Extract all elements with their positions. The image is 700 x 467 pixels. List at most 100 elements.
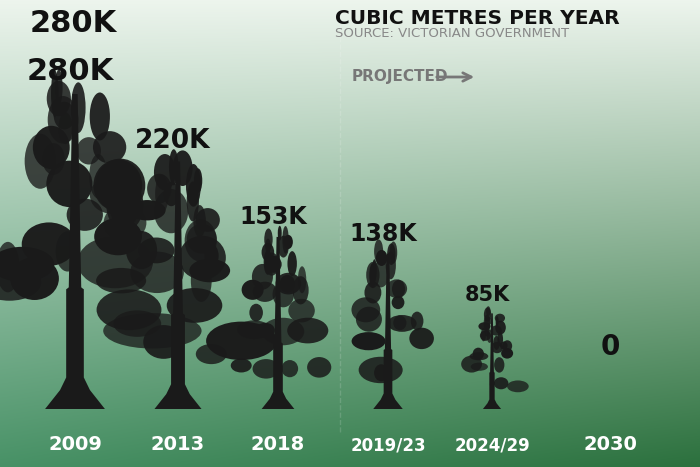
Ellipse shape <box>129 200 166 220</box>
Ellipse shape <box>204 244 218 268</box>
Ellipse shape <box>411 311 424 331</box>
Ellipse shape <box>351 332 386 350</box>
Ellipse shape <box>194 169 202 193</box>
Ellipse shape <box>264 250 272 275</box>
Polygon shape <box>172 162 183 348</box>
Ellipse shape <box>185 219 217 262</box>
Ellipse shape <box>276 273 301 295</box>
Ellipse shape <box>193 205 206 237</box>
Ellipse shape <box>374 364 388 382</box>
Ellipse shape <box>241 280 264 300</box>
Ellipse shape <box>195 208 220 232</box>
Polygon shape <box>274 237 282 367</box>
Text: 0: 0 <box>601 333 620 361</box>
Ellipse shape <box>307 357 331 378</box>
Ellipse shape <box>376 250 387 266</box>
Ellipse shape <box>500 341 507 350</box>
Polygon shape <box>490 313 494 385</box>
Ellipse shape <box>264 228 273 250</box>
Ellipse shape <box>495 320 506 334</box>
Ellipse shape <box>187 224 217 254</box>
Ellipse shape <box>470 352 489 361</box>
Ellipse shape <box>104 204 146 241</box>
Ellipse shape <box>387 243 395 265</box>
Ellipse shape <box>374 240 383 263</box>
Ellipse shape <box>253 282 277 302</box>
Ellipse shape <box>279 275 295 293</box>
Ellipse shape <box>109 178 140 228</box>
Ellipse shape <box>154 189 188 234</box>
Ellipse shape <box>287 318 328 343</box>
Ellipse shape <box>47 81 71 116</box>
Ellipse shape <box>272 282 294 307</box>
Ellipse shape <box>282 226 288 254</box>
Ellipse shape <box>284 235 293 249</box>
Ellipse shape <box>55 69 62 106</box>
Text: 2019/23: 2019/23 <box>350 436 426 454</box>
Ellipse shape <box>147 174 172 204</box>
Text: 2009: 2009 <box>48 436 102 454</box>
Ellipse shape <box>90 177 132 213</box>
Ellipse shape <box>501 348 513 359</box>
Ellipse shape <box>111 185 139 220</box>
Ellipse shape <box>486 330 492 343</box>
Ellipse shape <box>71 82 85 133</box>
Ellipse shape <box>173 150 193 186</box>
Ellipse shape <box>480 331 491 341</box>
Text: 2024/29: 2024/29 <box>454 436 530 454</box>
Ellipse shape <box>97 290 162 330</box>
Ellipse shape <box>22 222 76 266</box>
Ellipse shape <box>59 112 73 144</box>
Ellipse shape <box>126 231 157 269</box>
Ellipse shape <box>265 256 281 273</box>
Ellipse shape <box>253 359 279 379</box>
Ellipse shape <box>351 297 380 322</box>
Ellipse shape <box>265 239 271 254</box>
Ellipse shape <box>89 154 108 198</box>
Ellipse shape <box>372 259 377 281</box>
Ellipse shape <box>46 161 92 207</box>
Ellipse shape <box>51 70 59 117</box>
Text: 280K: 280K <box>27 57 113 86</box>
Ellipse shape <box>206 322 277 360</box>
Ellipse shape <box>473 347 484 360</box>
Polygon shape <box>483 371 501 409</box>
Text: 2030: 2030 <box>583 436 637 454</box>
Ellipse shape <box>507 381 528 392</box>
Ellipse shape <box>298 266 307 293</box>
Ellipse shape <box>485 317 491 325</box>
Ellipse shape <box>486 306 491 316</box>
Text: 138K: 138K <box>349 222 417 246</box>
Ellipse shape <box>154 154 176 191</box>
Text: 2013: 2013 <box>151 436 205 454</box>
Ellipse shape <box>491 342 503 353</box>
Text: 280K: 280K <box>30 9 118 38</box>
Ellipse shape <box>262 243 274 262</box>
Ellipse shape <box>103 313 202 348</box>
Ellipse shape <box>167 288 223 323</box>
Polygon shape <box>68 94 82 331</box>
Text: 85K: 85K <box>464 285 510 305</box>
Ellipse shape <box>495 314 505 322</box>
Ellipse shape <box>494 336 500 350</box>
Ellipse shape <box>155 175 169 213</box>
Ellipse shape <box>66 198 103 231</box>
Ellipse shape <box>366 262 379 288</box>
Ellipse shape <box>249 304 263 321</box>
Ellipse shape <box>0 247 55 282</box>
Ellipse shape <box>10 257 59 300</box>
Ellipse shape <box>164 182 179 206</box>
Ellipse shape <box>55 231 79 271</box>
Ellipse shape <box>461 355 482 373</box>
Polygon shape <box>373 347 402 409</box>
Ellipse shape <box>503 340 512 352</box>
Ellipse shape <box>54 102 75 129</box>
Ellipse shape <box>252 264 273 290</box>
Ellipse shape <box>485 323 489 337</box>
Text: SOURCE: VICTORIAN GOVERNMENT: SOURCE: VICTORIAN GOVERNMENT <box>335 27 569 40</box>
Ellipse shape <box>256 323 275 338</box>
Ellipse shape <box>106 180 144 231</box>
Ellipse shape <box>293 276 309 304</box>
Ellipse shape <box>0 264 41 301</box>
Ellipse shape <box>281 360 298 377</box>
